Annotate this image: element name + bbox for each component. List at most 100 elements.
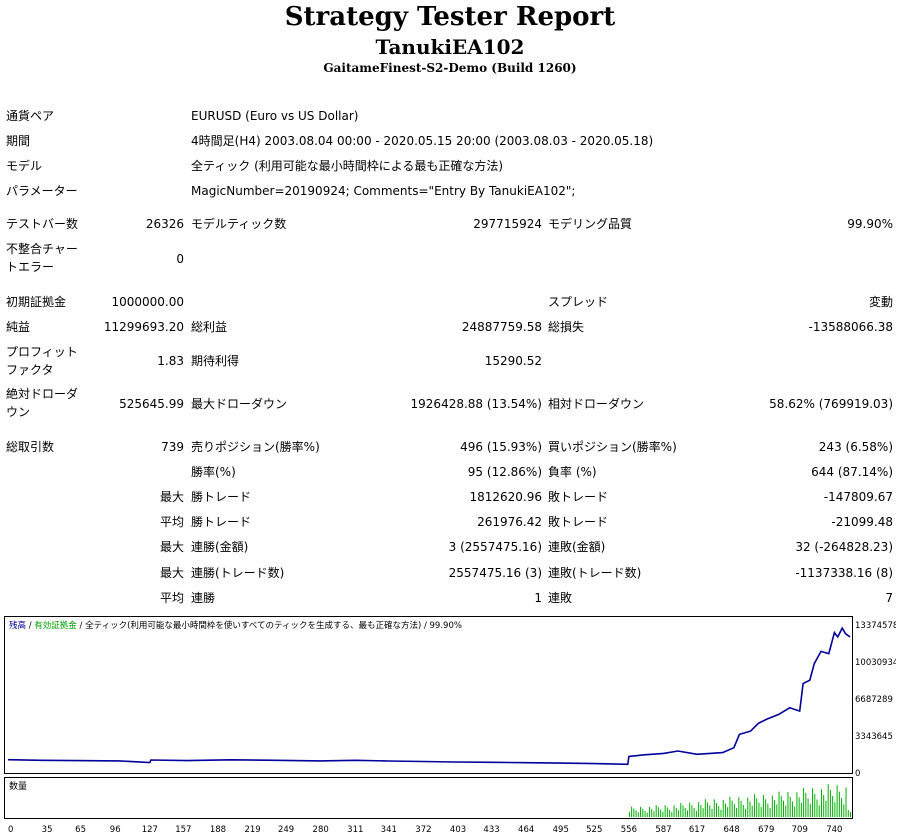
volume-bar xyxy=(776,804,778,817)
gross-profit-value: 24887759.58 xyxy=(461,320,542,334)
max-dd-label: 最大ドローダウン xyxy=(191,397,288,411)
cons-wins-money-label: 連勝(金額) xyxy=(191,540,249,554)
max-cons-label: 最大 xyxy=(159,540,184,554)
x-tick-label: 188 xyxy=(210,825,226,835)
volume-label: 数量 xyxy=(9,780,27,792)
volume-bar xyxy=(767,803,769,817)
volume-bar xyxy=(780,796,782,817)
avg-cons-wins-label: 連勝 xyxy=(191,591,216,605)
net-label: 純益 xyxy=(6,320,31,334)
period-value: 4時間足(H4) 2003.08.04 00:00 - 2020.05.15 2… xyxy=(191,134,654,148)
volume-bar xyxy=(709,805,711,817)
trades-value: 739 xyxy=(161,440,184,454)
deposit-label: 初期証拠金 xyxy=(6,295,67,309)
legend-sep: / xyxy=(26,621,34,631)
volume-bar xyxy=(664,805,666,817)
volume-bar xyxy=(845,787,847,817)
volume-bar xyxy=(789,796,791,817)
volume-bar xyxy=(805,793,807,817)
symbol-label: 通貨ペア xyxy=(6,109,55,123)
volume-bar xyxy=(631,806,633,817)
x-tick-label: 709 xyxy=(792,825,808,835)
x-tick-label: 96 xyxy=(110,825,121,835)
volume-bar xyxy=(655,805,657,817)
cons-loss-label: 連敗(トレード数) xyxy=(548,566,642,580)
x-tick-label: 740 xyxy=(826,825,842,835)
x-tick-label: 0 xyxy=(8,825,13,835)
balance-line xyxy=(7,626,851,766)
volume-bar xyxy=(765,799,767,817)
cons-profit-label: 連勝(トレード数) xyxy=(191,566,285,580)
x-tick-label: 127 xyxy=(142,825,158,835)
volume-bar xyxy=(747,797,749,817)
spread-label: スプレッド xyxy=(548,295,609,309)
volume-bar xyxy=(693,807,695,817)
volume-bar xyxy=(682,805,684,817)
chart-legend: 残高 / 有効証拠金 / 全ティック(利用可能な最小時間枠を使いすべてのティック… xyxy=(9,620,462,631)
volume-bar xyxy=(796,792,798,817)
volume-bar xyxy=(762,795,764,817)
avg-cons-label: 平均 xyxy=(159,591,184,605)
volume-bar xyxy=(740,800,742,817)
bars-label: テストバー数 xyxy=(6,217,79,231)
abs-dd-label: 絶対ドローダウン xyxy=(6,387,79,419)
volume-bar xyxy=(751,805,753,817)
legend-balance: 残高 xyxy=(9,620,26,631)
model-value: 全ティック (利用可能な最小時間枠による最も正確な方法) xyxy=(191,159,504,173)
symbol-value: EURUSD (Euro vs US Dollar) xyxy=(191,109,359,123)
volume-bar xyxy=(635,810,637,817)
x-tick-label: 372 xyxy=(415,825,431,835)
volume-bar xyxy=(628,811,630,817)
long-label: 買いポジション(勝率%) xyxy=(548,440,677,454)
deposit-value: 1000000.00 xyxy=(111,295,184,309)
y-tick-label: 0 xyxy=(855,769,860,779)
mismatch-label: 不整合チャートエラー xyxy=(6,242,78,274)
volume-bar xyxy=(745,808,747,817)
volume-bar xyxy=(651,809,653,817)
gross-profit-label: 総利益 xyxy=(191,320,228,334)
volume-bar xyxy=(807,798,809,817)
largest-loss-value: -147809.67 xyxy=(823,490,893,504)
x-tick-label: 433 xyxy=(483,825,499,835)
volume-bar xyxy=(731,800,733,817)
trades-label: 総取引数 xyxy=(6,440,55,454)
volume-bar xyxy=(836,785,838,817)
x-tick-label: 464 xyxy=(518,825,534,835)
expected-label: 期待利得 xyxy=(191,354,240,368)
volume-bar xyxy=(669,809,671,817)
legend-rest: / 全ティック(利用可能な最小時間枠を使いすべてのティックを生成する、最も正確な… xyxy=(77,620,462,631)
x-tick-label: 219 xyxy=(244,825,260,835)
volume-bar xyxy=(715,802,717,817)
volume-bar xyxy=(738,797,740,817)
expected-value: 15290.52 xyxy=(484,354,542,368)
volume-bar xyxy=(782,800,784,817)
spread-value: 変動 xyxy=(868,295,893,309)
avg-cons-wins-value: 1 xyxy=(534,591,542,605)
largest-win-label: 勝トレード xyxy=(191,490,252,504)
largest-label: 最大 xyxy=(159,490,184,504)
y-tick-label: 3343645 xyxy=(855,732,893,742)
volume-bar xyxy=(684,807,686,817)
volume-bar xyxy=(653,811,655,817)
x-tick-label: 311 xyxy=(347,825,363,835)
y-tick-label: 6687289 xyxy=(855,695,893,705)
volume-bar xyxy=(823,794,825,817)
volume-bar xyxy=(749,801,751,817)
volume-bar xyxy=(678,810,680,817)
x-tick-label: 525 xyxy=(586,825,602,835)
params-label: パラメーター xyxy=(6,184,78,198)
volume-bar xyxy=(803,787,805,817)
cons-wins-money-value: 3 (2557475.16) xyxy=(448,540,542,554)
cons-profit-value: 2557475.16 (3) xyxy=(448,566,542,580)
server-name: GaitameFinest-S2-Demo (Build 1260) xyxy=(323,61,577,75)
model-label: モデル xyxy=(6,159,43,173)
volume-bar xyxy=(753,794,755,817)
mismatch-value: 0 xyxy=(176,252,184,266)
gross-loss-value: -13588066.38 xyxy=(808,320,894,334)
bars-value: 26326 xyxy=(145,217,184,231)
x-tick-label: 403 xyxy=(450,825,466,835)
volume-bar xyxy=(640,806,642,817)
largest-win-value: 1812620.96 xyxy=(469,490,542,504)
volume-bar xyxy=(729,796,731,817)
volume-bar xyxy=(642,808,644,817)
